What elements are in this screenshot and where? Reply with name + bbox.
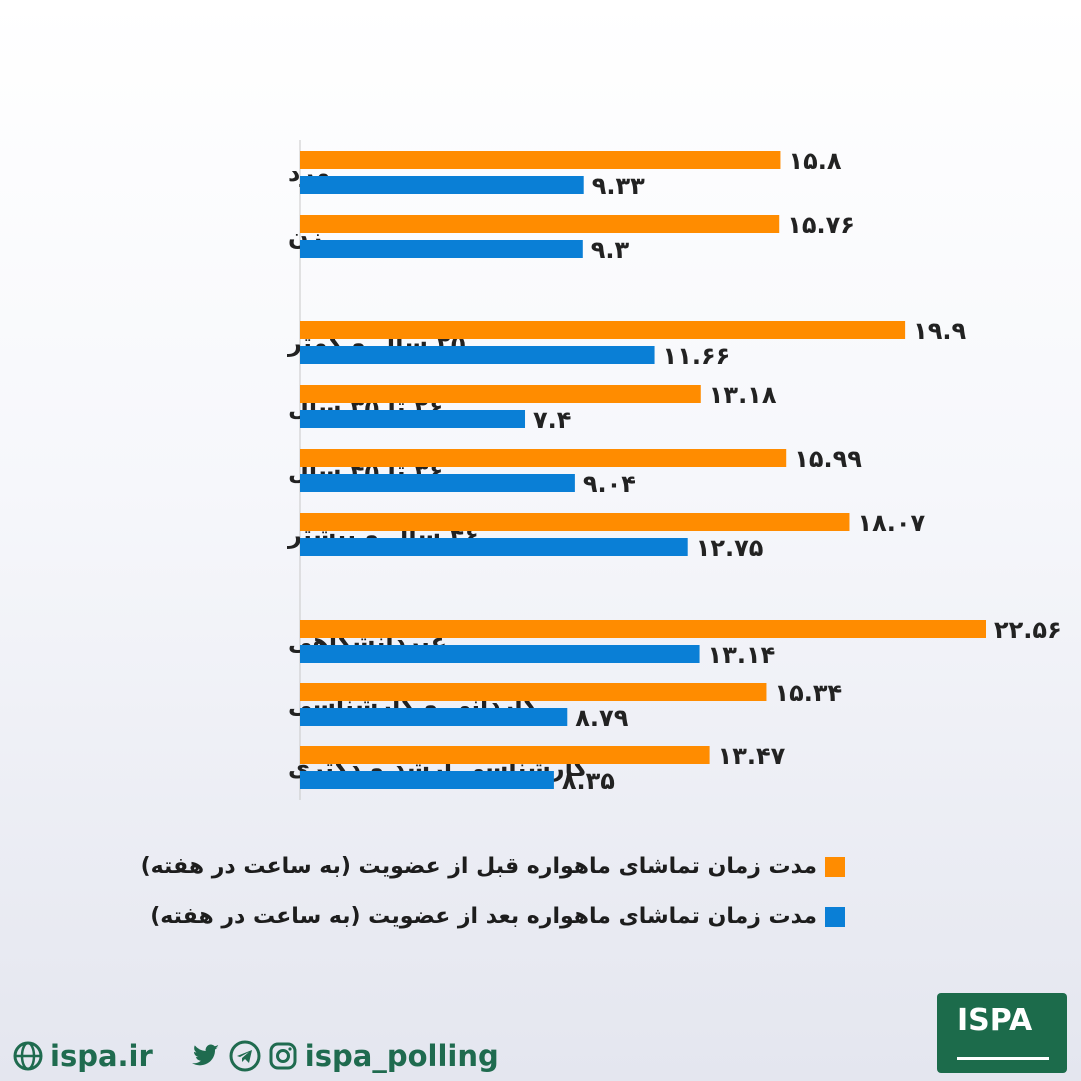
instagram-icon <box>269 1042 297 1070</box>
value-label-before: ۱۵.۳۴ <box>774 679 842 707</box>
value-label-after: ۱۳.۱۴ <box>708 641 776 669</box>
value-label-after: ۷.۴ <box>533 406 571 434</box>
footer-website[interactable]: ispa.ir <box>12 1039 153 1073</box>
ispa-logo: ISPA <box>937 993 1067 1073</box>
logo-underline <box>957 1039 1049 1060</box>
bar-after <box>300 538 688 556</box>
value-label-after: ۱۲.۷۵ <box>696 534 764 562</box>
value-label-before: ۱۵.۹۹ <box>794 445 862 473</box>
footer: ispa.ir ispa_polling <box>12 1036 499 1076</box>
bar-before <box>300 215 780 233</box>
bar-after <box>300 176 584 194</box>
telegram-icon <box>229 1040 261 1072</box>
value-label-before: ۱۳.۴۷ <box>718 742 786 770</box>
legend-label-before: مدت زمان تماشای ماهواره قبل از عضویت (به… <box>140 854 817 879</box>
bar-after <box>300 645 700 663</box>
value-label-after: ۸.۳۵ <box>562 767 615 795</box>
bar-after <box>300 240 583 258</box>
handle-label: ispa_polling <box>304 1039 499 1073</box>
logo-text: ISPA <box>957 1003 1033 1038</box>
bar-before <box>300 746 710 764</box>
website-label: ispa.ir <box>50 1039 153 1073</box>
value-label-after: ۹.۰۴ <box>583 470 636 498</box>
value-label-before: ۱۹.۹ <box>913 317 966 345</box>
bar-before <box>300 385 701 403</box>
bar-after <box>300 410 526 428</box>
bar-before <box>300 449 787 467</box>
bar-after <box>300 771 554 789</box>
value-label-before: ۲۲.۵۶ <box>994 616 1062 644</box>
bar-before <box>300 620 986 638</box>
legend-item-after: مدت زمان تماشای ماهواره بعد از عضویت (به… <box>150 904 845 929</box>
twitter-icon <box>191 1044 219 1066</box>
value-label-before: ۱۵.۷۶ <box>787 211 855 239</box>
bar-before <box>300 513 850 531</box>
bar-after <box>300 474 575 492</box>
value-label-before: ۱۵.۸ <box>788 147 841 175</box>
value-label-after: ۹.۳۳ <box>592 172 645 200</box>
value-label-before: ۱۳.۱۸ <box>709 381 777 409</box>
legend-item-before: مدت زمان تماشای ماهواره قبل از عضویت (به… <box>141 854 845 879</box>
value-label-after: ۱۱.۶۶ <box>663 342 731 370</box>
footer-social[interactable]: ispa_polling <box>187 1039 499 1073</box>
globe-icon <box>13 1041 43 1071</box>
legend-label-after: مدت زمان تماشای ماهواره بعد از عضویت (به… <box>150 904 817 929</box>
value-label-after: ۹.۳ <box>591 236 630 264</box>
bar-before <box>300 683 767 701</box>
legend-swatch-before <box>825 856 845 877</box>
bar-before <box>300 151 781 169</box>
bar-before <box>300 321 906 339</box>
bar-after <box>300 708 568 726</box>
legend-swatch-after <box>825 906 845 927</box>
value-label-before: ۱۸.۰۷ <box>857 509 925 537</box>
value-label-after: ۸.۷۹ <box>575 704 628 732</box>
bar-after <box>300 346 655 364</box>
